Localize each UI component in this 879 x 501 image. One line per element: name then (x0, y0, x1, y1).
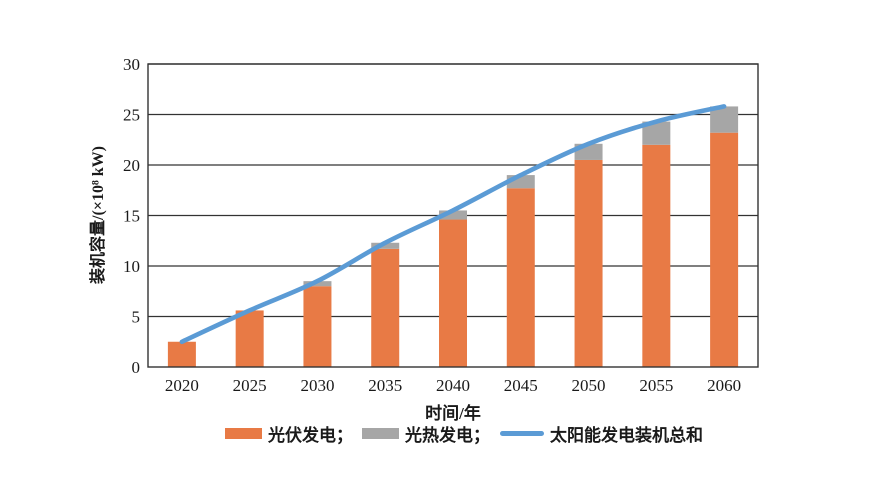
y-tick-20: 20 (123, 156, 140, 175)
y-tick-15: 15 (123, 207, 140, 226)
bar-pv-2055 (642, 144, 671, 367)
x-tick-2050: 2050 (572, 376, 606, 395)
total-legend-label: 太阳能发电装机总和 (550, 425, 703, 445)
x-tick-2045: 2045 (504, 376, 538, 395)
bar-pv-2025 (235, 310, 264, 367)
bar-pv-2060 (710, 132, 739, 367)
bar-csp-2055 (642, 121, 671, 145)
x-tick-2025: 2025 (233, 376, 267, 395)
legend-item-pv: 光伏发电； (225, 422, 353, 445)
plot-border (147, 63, 759, 368)
legend-item-total: 太阳能发电装机总和 (500, 422, 703, 445)
bar-pv-2035 (371, 248, 400, 367)
legend-item-csp: 光热发电； (362, 422, 490, 445)
x-tick-2040: 2040 (436, 376, 470, 395)
y-tick-25: 25 (123, 106, 140, 125)
pv-legend-label: 光伏发电； (268, 425, 353, 445)
y-axis-title: 装机容量/(×10⁸ kW) (88, 146, 107, 285)
x-tick-2060: 2060 (707, 376, 741, 395)
bars (167, 106, 739, 367)
bar-csp-2040 (439, 210, 467, 220)
y-tick-30: 30 (123, 55, 140, 74)
total-line (179, 104, 727, 345)
bar-csp-2060 (710, 106, 739, 133)
csp-legend-label: 光热发电； (405, 425, 490, 445)
csp-swatch (362, 427, 399, 439)
total-line-swatch (500, 430, 544, 436)
x-tick-2035: 2035 (368, 376, 402, 395)
bar-pv-2030 (303, 286, 332, 367)
x-axis-title: 时间/年 (425, 404, 481, 423)
y-tick-0: 0 (132, 358, 141, 377)
bar-pv-2050 (574, 159, 603, 367)
x-tick-2055: 2055 (639, 376, 673, 395)
bar-csp-2030 (303, 281, 332, 287)
bar-pv-2020 (167, 341, 196, 367)
pv-swatch (225, 427, 262, 439)
bar-pv-2045 (506, 188, 535, 367)
x-tick-2030: 2030 (300, 376, 334, 395)
y-tick-5: 5 (132, 308, 141, 327)
y-tick-10: 10 (123, 257, 140, 276)
bar-csp-2035 (371, 242, 400, 249)
x-tick-2020: 2020 (165, 376, 199, 395)
bar-pv-2040 (439, 219, 467, 367)
